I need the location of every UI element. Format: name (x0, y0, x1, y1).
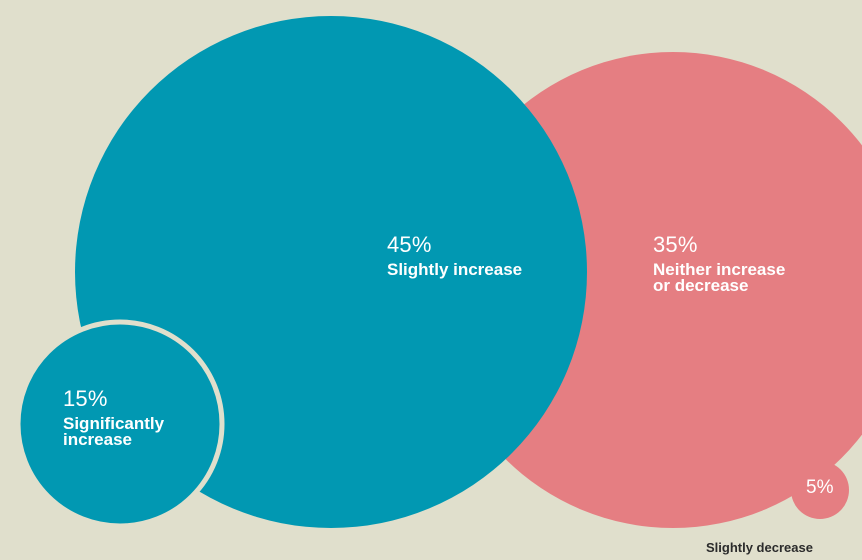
value-slightly-decrease: 5% (806, 477, 834, 498)
category-slightly-increase: Slightly increase (387, 260, 523, 279)
category-neither-line1: Neither increase (653, 260, 786, 279)
value-neither: 35% (653, 232, 698, 257)
label-neither: 35% Neither increase or decrease (653, 232, 786, 295)
bubble-significantly-increase (15, 319, 225, 529)
category-significantly-line2: increase (63, 430, 132, 449)
value-significantly-increase: 15% (63, 386, 108, 411)
label-significantly-increase: 15% Significantly increase (63, 386, 165, 449)
category-significantly-line1: Significantly (63, 414, 165, 433)
value-slightly-increase: 45% (387, 232, 432, 257)
category-significantly-increase: Significantly increase (63, 414, 165, 449)
label-slightly-increase: 45% Slightly increase (387, 232, 523, 279)
bubble-slightly-decrease (791, 461, 849, 519)
category-neither-line2: or decrease (653, 276, 749, 295)
category-neither: Neither increase or decrease (653, 260, 786, 295)
category-slightly-decrease: Slightly decrease (706, 540, 813, 555)
